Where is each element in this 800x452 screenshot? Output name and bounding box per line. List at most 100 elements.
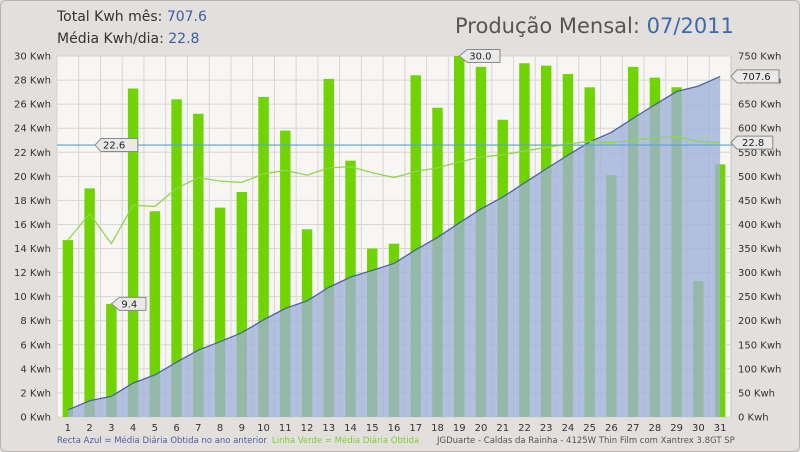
- x-tick-label: 26: [605, 423, 618, 434]
- x-tick-label: 1: [65, 423, 71, 434]
- y-left-tick-label: 16 Kwh: [14, 220, 51, 231]
- y-left-tick-label: 2 Kwh: [20, 388, 51, 399]
- y-left-tick-label: 8 Kwh: [20, 316, 51, 327]
- callout-box: [110, 296, 147, 311]
- x-tick-label: 27: [627, 423, 640, 434]
- total-kwh-header: Total Kwh mês: 707.6: [57, 9, 207, 25]
- callout-label: 22.6: [103, 141, 125, 152]
- x-tick-label: 30: [692, 423, 705, 434]
- callout-label: 30.0: [469, 52, 491, 63]
- running-average-line: [67, 135, 721, 245]
- bar-day-7: [193, 113, 204, 417]
- callout-box: [730, 135, 774, 150]
- y-left-tick-label: 14 Kwh: [14, 244, 51, 255]
- y-right-tick-label: 300 Kwh: [738, 268, 781, 279]
- y-right-tick-label: 0 Kwh: [738, 413, 769, 424]
- y-right-tick-label: 650 Kwh: [738, 100, 781, 111]
- bar-day-5: [149, 211, 161, 417]
- y-right-tick-label: 400 Kwh: [738, 220, 781, 231]
- chart-title: Produção Mensal: 07/2011: [455, 14, 734, 38]
- x-tick-label: 8: [217, 423, 223, 434]
- bar-day-17: [410, 75, 421, 418]
- y-left-tick-label: 24 Kwh: [14, 124, 51, 135]
- bar-day-1: [62, 240, 74, 417]
- total-kwh-label: Total Kwh mês:: [57, 9, 163, 25]
- y-left-tick-label: 6 Kwh: [20, 340, 51, 351]
- bar-day-13: [323, 78, 334, 417]
- bar-day-6: [171, 99, 182, 417]
- y-right-tick-label: 550 Kwh: [738, 148, 781, 159]
- bar-day-8: [214, 207, 226, 417]
- bar-day-9: [236, 191, 248, 417]
- y-right-tick-label: 50 Kwh: [738, 388, 775, 399]
- x-tick-label: 4: [130, 423, 136, 434]
- bar-day-2: [84, 188, 95, 417]
- x-tick-label: 15: [366, 423, 379, 434]
- x-tick-label: 10: [257, 423, 270, 434]
- cumulative-area: [67, 76, 721, 417]
- y-right-tick-label: 450 Kwh: [738, 196, 781, 207]
- x-tick-label: 13: [322, 423, 335, 434]
- x-tick-label: 19: [453, 423, 466, 434]
- x-tick-label: 2: [86, 423, 92, 434]
- y-left-tick-label: 20 Kwh: [14, 172, 51, 183]
- x-tick-label: 17: [409, 423, 422, 434]
- y-right-tick-label: 350 Kwh: [738, 244, 781, 255]
- bar-day-4: [127, 88, 139, 418]
- legend-blue: Recta Azul = Média Diária Obtida no ano …: [57, 436, 267, 446]
- x-tick-label: 29: [670, 423, 683, 434]
- total-kwh-value: 707.6: [166, 9, 207, 25]
- legend-green: Linha Verde = Média Diária Obtida: [272, 436, 420, 446]
- bar-day-11: [280, 130, 291, 417]
- avg-kwh-label: Média Kwh/dia:: [57, 31, 164, 47]
- chart-title-label: Produção Mensal:: [455, 14, 640, 38]
- avg-kwh-value: 22.8: [168, 31, 200, 47]
- x-tick-label: 12: [301, 423, 314, 434]
- y-left-tick-label: 4 Kwh: [20, 364, 51, 375]
- x-tick-label: 7: [195, 423, 201, 434]
- y-right-tick-label: 600 Kwh: [738, 124, 781, 135]
- x-tick-label: 22: [518, 423, 531, 434]
- x-tick-label: 3: [108, 423, 114, 434]
- bar-day-3: [106, 303, 117, 417]
- y-right-tick-label: 100 Kwh: [738, 364, 781, 375]
- avg-kwh-header: Média Kwh/dia: 22.8: [57, 31, 199, 47]
- x-tick-label: 18: [431, 423, 444, 434]
- x-tick-label: 14: [344, 423, 357, 434]
- x-tick-label: 21: [496, 423, 509, 434]
- x-tick-label: 24: [562, 423, 575, 434]
- y-left-tick-label: 22 Kwh: [14, 148, 51, 159]
- y-left-tick-label: 12 Kwh: [14, 268, 51, 279]
- callout-box: [94, 138, 139, 153]
- cumulative-line: [67, 75, 721, 411]
- y-left-tick-label: 30 Kwh: [14, 52, 51, 63]
- x-tick-label: 31: [714, 423, 727, 434]
- y-right-tick-label: 150 Kwh: [738, 340, 781, 351]
- x-tick-label: 28: [649, 423, 662, 434]
- bar-day-10: [258, 96, 269, 417]
- y-right-tick-label: 200 Kwh: [738, 316, 781, 327]
- x-tick-label: 23: [540, 423, 553, 434]
- x-tick-label: 16: [388, 423, 401, 434]
- callout-label: 22.8: [742, 138, 764, 149]
- y-left-tick-label: 10 Kwh: [14, 292, 51, 303]
- y-right-tick-label: 750 Kwh: [738, 52, 781, 63]
- callout-box: [730, 69, 780, 84]
- callout-label: 707.6: [742, 72, 771, 83]
- chart-title-period: 07/2011: [646, 14, 734, 38]
- x-tick-label: 6: [173, 423, 179, 434]
- y-right-tick-label: 500 Kwh: [738, 172, 781, 183]
- callout-box: [458, 49, 501, 63]
- y-left-tick-label: 0 Kwh: [20, 413, 51, 424]
- y-right-tick-label: 250 Kwh: [738, 292, 781, 303]
- x-tick-label: 9: [239, 423, 245, 434]
- x-tick-label: 11: [279, 423, 292, 434]
- x-tick-label: 25: [583, 423, 596, 434]
- x-tick-label: 20: [475, 423, 488, 434]
- y-left-tick-label: 28 Kwh: [14, 76, 51, 87]
- y-left-tick-label: 18 Kwh: [14, 196, 51, 207]
- x-tick-label: 5: [152, 423, 158, 434]
- callout-label: 9.4: [121, 299, 137, 310]
- y-left-tick-label: 26 Kwh: [14, 100, 51, 111]
